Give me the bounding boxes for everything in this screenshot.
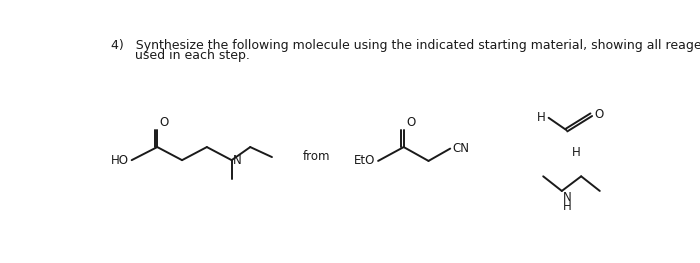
Text: N: N — [232, 154, 241, 167]
Text: EtO: EtO — [354, 154, 375, 168]
Text: 4)   Synthesize the following molecule using the indicated starting material, sh: 4) Synthesize the following molecule usi… — [111, 39, 700, 52]
Text: from: from — [302, 150, 330, 163]
Text: O: O — [594, 108, 603, 121]
Text: O: O — [406, 115, 415, 129]
Text: CN: CN — [452, 142, 470, 155]
Text: used in each step.: used in each step. — [111, 48, 250, 62]
Text: HO: HO — [111, 154, 129, 167]
Text: N: N — [563, 191, 571, 204]
Text: H: H — [572, 145, 580, 159]
Text: H: H — [563, 200, 571, 213]
Text: O: O — [160, 115, 169, 129]
Text: H: H — [537, 111, 545, 124]
